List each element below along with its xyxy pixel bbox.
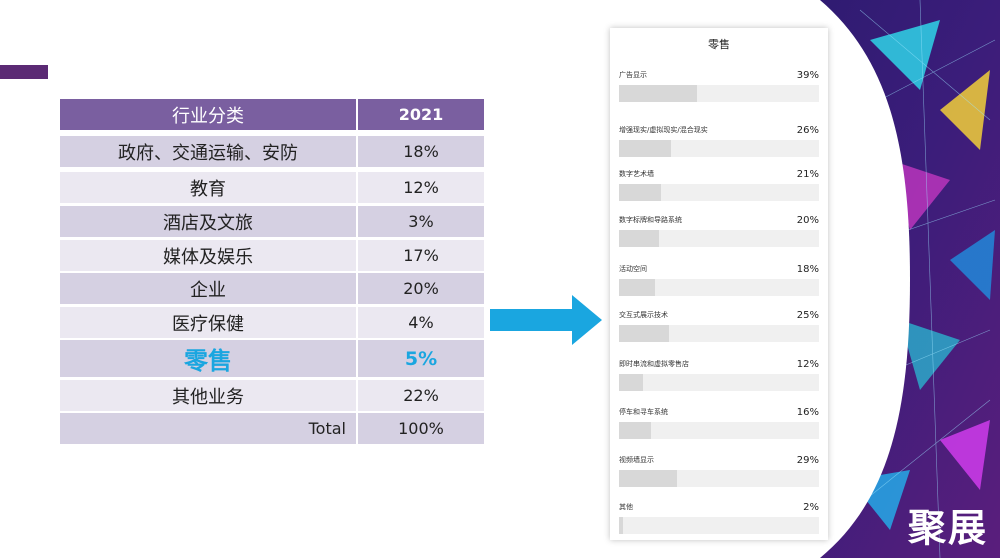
survey-item-bar-fill [619,374,643,391]
survey-item-bar-track [619,325,819,342]
table-header-row: 行业分类 2021 [60,99,484,130]
table-row: 教育 12% [60,172,484,203]
row-name: 媒体及娱乐 [60,240,356,271]
survey-item-percent: 18% [796,264,819,275]
survey-item-bar-fill [619,325,669,342]
survey-item: 广告显示 39% [619,70,819,106]
survey-item-bar-track [619,230,819,247]
survey-item-percent: 21% [796,169,819,180]
survey-item-label: 广告显示 [619,71,647,79]
table-row: 媒体及娱乐 17% [60,240,484,271]
survey-item-bar-fill [619,184,661,201]
survey-item: 即时串流和虚拟零售店 12% [619,359,819,395]
survey-item: 视频墙显示 29% [619,455,819,491]
survey-item-bar-fill [619,85,697,102]
survey-item-label: 数字标牌和导路系统 [619,216,682,224]
survey-item-percent: 29% [796,455,819,466]
survey-item-percent: 25% [796,310,819,321]
survey-item-label: 视频墙显示 [619,456,654,464]
row-value: 3% [356,206,484,237]
survey-item: 活动空间 18% [619,264,819,300]
survey-item-bar-fill [619,230,659,247]
row-value: 12% [356,172,484,203]
survey-item-bar-track [619,470,819,487]
survey-item-bar-fill [619,470,677,487]
survey-item-bar-fill [619,140,671,157]
row-name: 医疗保健 [60,307,356,338]
row-name: 政府、交通运输、安防 [60,136,356,167]
survey-item-bar-track [619,184,819,201]
row-name: 零售 [60,340,356,377]
row-name: Total [60,413,356,444]
title-accent-bar [0,65,48,79]
survey-item-percent: 39% [796,70,819,81]
row-value: 18% [356,136,484,167]
row-value: 20% [356,273,484,304]
table-row: 企业 20% [60,273,484,304]
survey-item: 其他 2% [619,502,819,538]
table-row: 政府、交通运输、安防 18% [60,136,484,167]
survey-item: 交互式展示技术 25% [619,310,819,346]
survey-card: 零售 广告显示 39% 增强现实/虚拟现实/混合现实 26% 数字艺术墙 21% 数字标牌和… [610,28,828,540]
survey-item-percent: 16% [796,407,819,418]
table-row: 医疗保健 4% [60,307,484,338]
header-category: 行业分类 [60,99,356,130]
survey-item-bar-fill [619,517,623,534]
logo: 聚展 [907,506,988,550]
table-row: 其他业务 22% [60,380,484,411]
table-row: 酒店及文旅 3% [60,206,484,237]
survey-item: 增强现实/虚拟现实/混合现实 26% [619,125,819,161]
survey-item-label: 交互式展示技术 [619,311,668,319]
row-name: 其他业务 [60,380,356,411]
survey-item-bar-track [619,279,819,296]
row-name: 教育 [60,172,356,203]
row-value: 5% [356,340,484,377]
survey-item-percent: 2% [803,502,819,513]
table-row-retail: 零售 5% [60,340,484,377]
survey-item: 数字艺术墙 21% [619,169,819,205]
survey-title: 零售 [708,38,730,51]
row-value: 17% [356,240,484,271]
survey-item-bar-track [619,517,819,534]
row-value: 4% [356,307,484,338]
survey-item-percent: 20% [796,215,819,226]
survey-item-bar-track [619,374,819,391]
survey-item-bar-track [619,422,819,439]
survey-item-label: 即时串流和虚拟零售店 [619,360,689,368]
row-name: 酒店及文旅 [60,206,356,237]
survey-item-percent: 26% [796,125,819,136]
row-value: 22% [356,380,484,411]
survey-item-percent: 12% [796,359,819,370]
table-row-total: Total 100% [60,413,484,444]
survey-item: 数字标牌和导路系统 20% [619,215,819,251]
survey-item-bar-fill [619,422,651,439]
survey-item-label: 增强现实/虚拟现实/混合现实 [619,126,708,134]
row-name: 企业 [60,273,356,304]
row-value: 100% [356,413,484,444]
right-arrow-icon [490,295,602,345]
survey-item-label: 其他 [619,503,633,511]
survey-item-label: 数字艺术墙 [619,170,654,178]
survey-item: 停车和寻车系统 16% [619,407,819,443]
header-year: 2021 [356,99,484,130]
survey-item-label: 活动空间 [619,265,647,273]
survey-item-bar-track [619,140,819,157]
survey-item-bar-track [619,85,819,102]
survey-item-bar-fill [619,279,655,296]
survey-item-label: 停车和寻车系统 [619,408,668,416]
